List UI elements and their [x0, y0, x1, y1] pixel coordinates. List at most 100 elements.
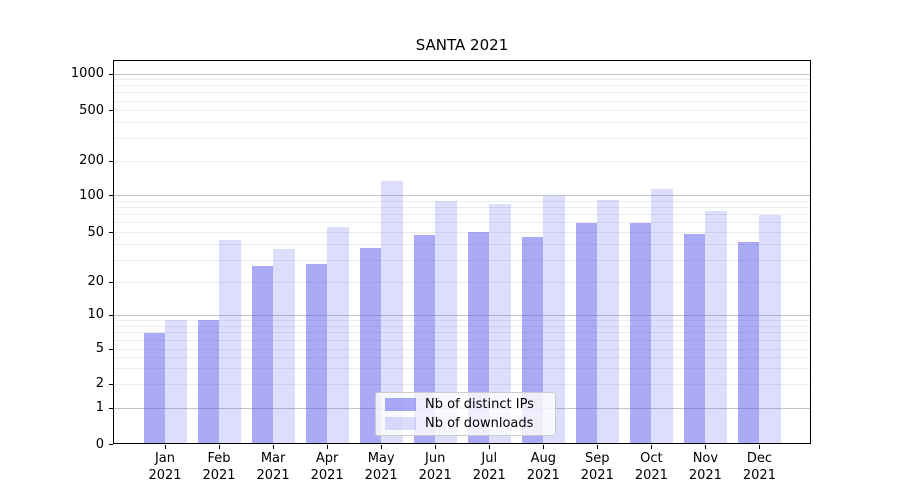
- grid-line-minor: [113, 200, 811, 202]
- x-tick-label: May 2021: [351, 450, 411, 484]
- x-tick-year: 2021: [202, 468, 236, 483]
- grid-line-minor: [113, 325, 811, 327]
- bar: [759, 214, 781, 444]
- y-tick-label: 10: [87, 307, 104, 323]
- grid-line-major: [113, 195, 811, 197]
- bar: [251, 266, 274, 444]
- y-tick-mark: [109, 348, 113, 350]
- grid-line-minor: [113, 138, 811, 140]
- y-tick-mark: [109, 232, 113, 234]
- y-tick-label: 0: [95, 436, 104, 452]
- y-tick-label: 500: [79, 102, 104, 118]
- x-tick-year: 2021: [310, 468, 344, 483]
- grid-line-major: [113, 73, 811, 75]
- y-tick-label: 200: [79, 153, 104, 168]
- x-tick-mark: [650, 445, 652, 449]
- bar: [165, 320, 187, 444]
- bar: [219, 239, 241, 444]
- x-tick-mark: [704, 445, 706, 449]
- x-tick-year: 2021: [742, 468, 776, 483]
- y-tick-mark: [109, 160, 113, 162]
- grid-line-minor: [113, 122, 811, 124]
- x-tick-label: Jun 2021: [405, 450, 465, 484]
- y-tick-mark: [109, 383, 113, 385]
- x-tick-mark: [434, 445, 436, 449]
- x-tick-year: 2021: [580, 468, 614, 483]
- grid-line-major: [113, 314, 811, 316]
- y-tick-label: 50: [87, 224, 104, 240]
- plot-frame: [113, 60, 811, 444]
- y-tick-mark: [109, 444, 113, 445]
- bar: [683, 233, 706, 444]
- y-tick-label: 20: [87, 274, 104, 290]
- x-tick-label: Mar 2021: [243, 450, 303, 484]
- grid-line-minor: [113, 232, 811, 234]
- bar: [575, 222, 598, 444]
- bar: [327, 226, 349, 444]
- grid-line-minor: [113, 332, 811, 334]
- grid-line-minor: [113, 348, 811, 350]
- bar: [629, 222, 652, 444]
- x-tick-year: 2021: [526, 468, 560, 483]
- y-tick-label: 2: [95, 376, 104, 391]
- x-tick-label: Oct 2021: [621, 450, 681, 484]
- legend-label: Nb of downloads: [425, 416, 534, 431]
- x-tick-mark: [380, 445, 382, 449]
- x-tick-mark: [758, 445, 760, 449]
- grid-line-minor: [113, 244, 811, 246]
- grid-line-minor: [113, 259, 811, 261]
- x-tick-mark: [218, 445, 220, 449]
- legend-swatch-downloads: [385, 417, 416, 430]
- grid-line-minor: [113, 160, 811, 162]
- bar: [305, 264, 328, 444]
- y-tick-mark: [109, 73, 113, 75]
- grid-line-minor: [113, 92, 811, 94]
- x-tick-year: 2021: [148, 468, 182, 483]
- x-tick-label: Apr 2021: [297, 450, 357, 484]
- bar: [197, 320, 220, 444]
- chart-title: SANTA 2021: [415, 36, 509, 54]
- grid-line-minor: [113, 214, 811, 216]
- grid-line-minor: [113, 85, 811, 87]
- grid-line-minor: [113, 339, 811, 341]
- legend-item: Nb of distinct IPs: [385, 397, 555, 412]
- bar: [737, 242, 760, 444]
- x-tick-label: Feb 2021: [189, 450, 249, 484]
- x-tick-year: 2021: [418, 468, 452, 483]
- bar: [705, 211, 727, 444]
- y-tick-label: 1000: [70, 66, 104, 81]
- y-tick-label: 100: [79, 187, 104, 203]
- bar: [597, 199, 619, 444]
- grid-line-minor: [113, 357, 811, 359]
- grid-line-minor: [113, 110, 811, 112]
- legend: Nb of distinct IPs Nb of downloads: [375, 392, 556, 436]
- legend-item: Nb of downloads: [385, 416, 555, 431]
- x-tick-label: Nov 2021: [675, 450, 735, 484]
- x-tick-mark: [596, 445, 598, 449]
- grid-line-minor: [113, 207, 811, 209]
- x-tick-mark: [542, 445, 544, 449]
- x-tick-label: Aug 2021: [513, 450, 573, 484]
- grid-line-minor: [113, 281, 811, 283]
- bar: [489, 204, 511, 444]
- grid-line-minor: [113, 100, 811, 102]
- x-tick-mark: [272, 445, 274, 449]
- x-tick-year: 2021: [256, 468, 290, 483]
- bar: [143, 332, 165, 444]
- y-tick-mark: [109, 281, 113, 283]
- x-tick-label: Jan 2021: [135, 450, 195, 484]
- x-tick-label: Sep 2021: [567, 450, 627, 484]
- y-tick-mark: [109, 407, 113, 409]
- grid-line-minor: [113, 368, 811, 370]
- legend-swatch-distinct-ips: [385, 398, 416, 411]
- bar: [273, 248, 295, 444]
- grid-line-minor: [113, 222, 811, 224]
- y-tick-mark: [109, 314, 113, 316]
- x-tick-label: Jul 2021: [459, 450, 519, 484]
- x-tick-year: 2021: [688, 468, 722, 483]
- grid-line-minor: [113, 319, 811, 321]
- x-tick-year: 2021: [472, 468, 506, 483]
- x-tick-year: 2021: [364, 468, 398, 483]
- grid-line-minor: [113, 79, 811, 81]
